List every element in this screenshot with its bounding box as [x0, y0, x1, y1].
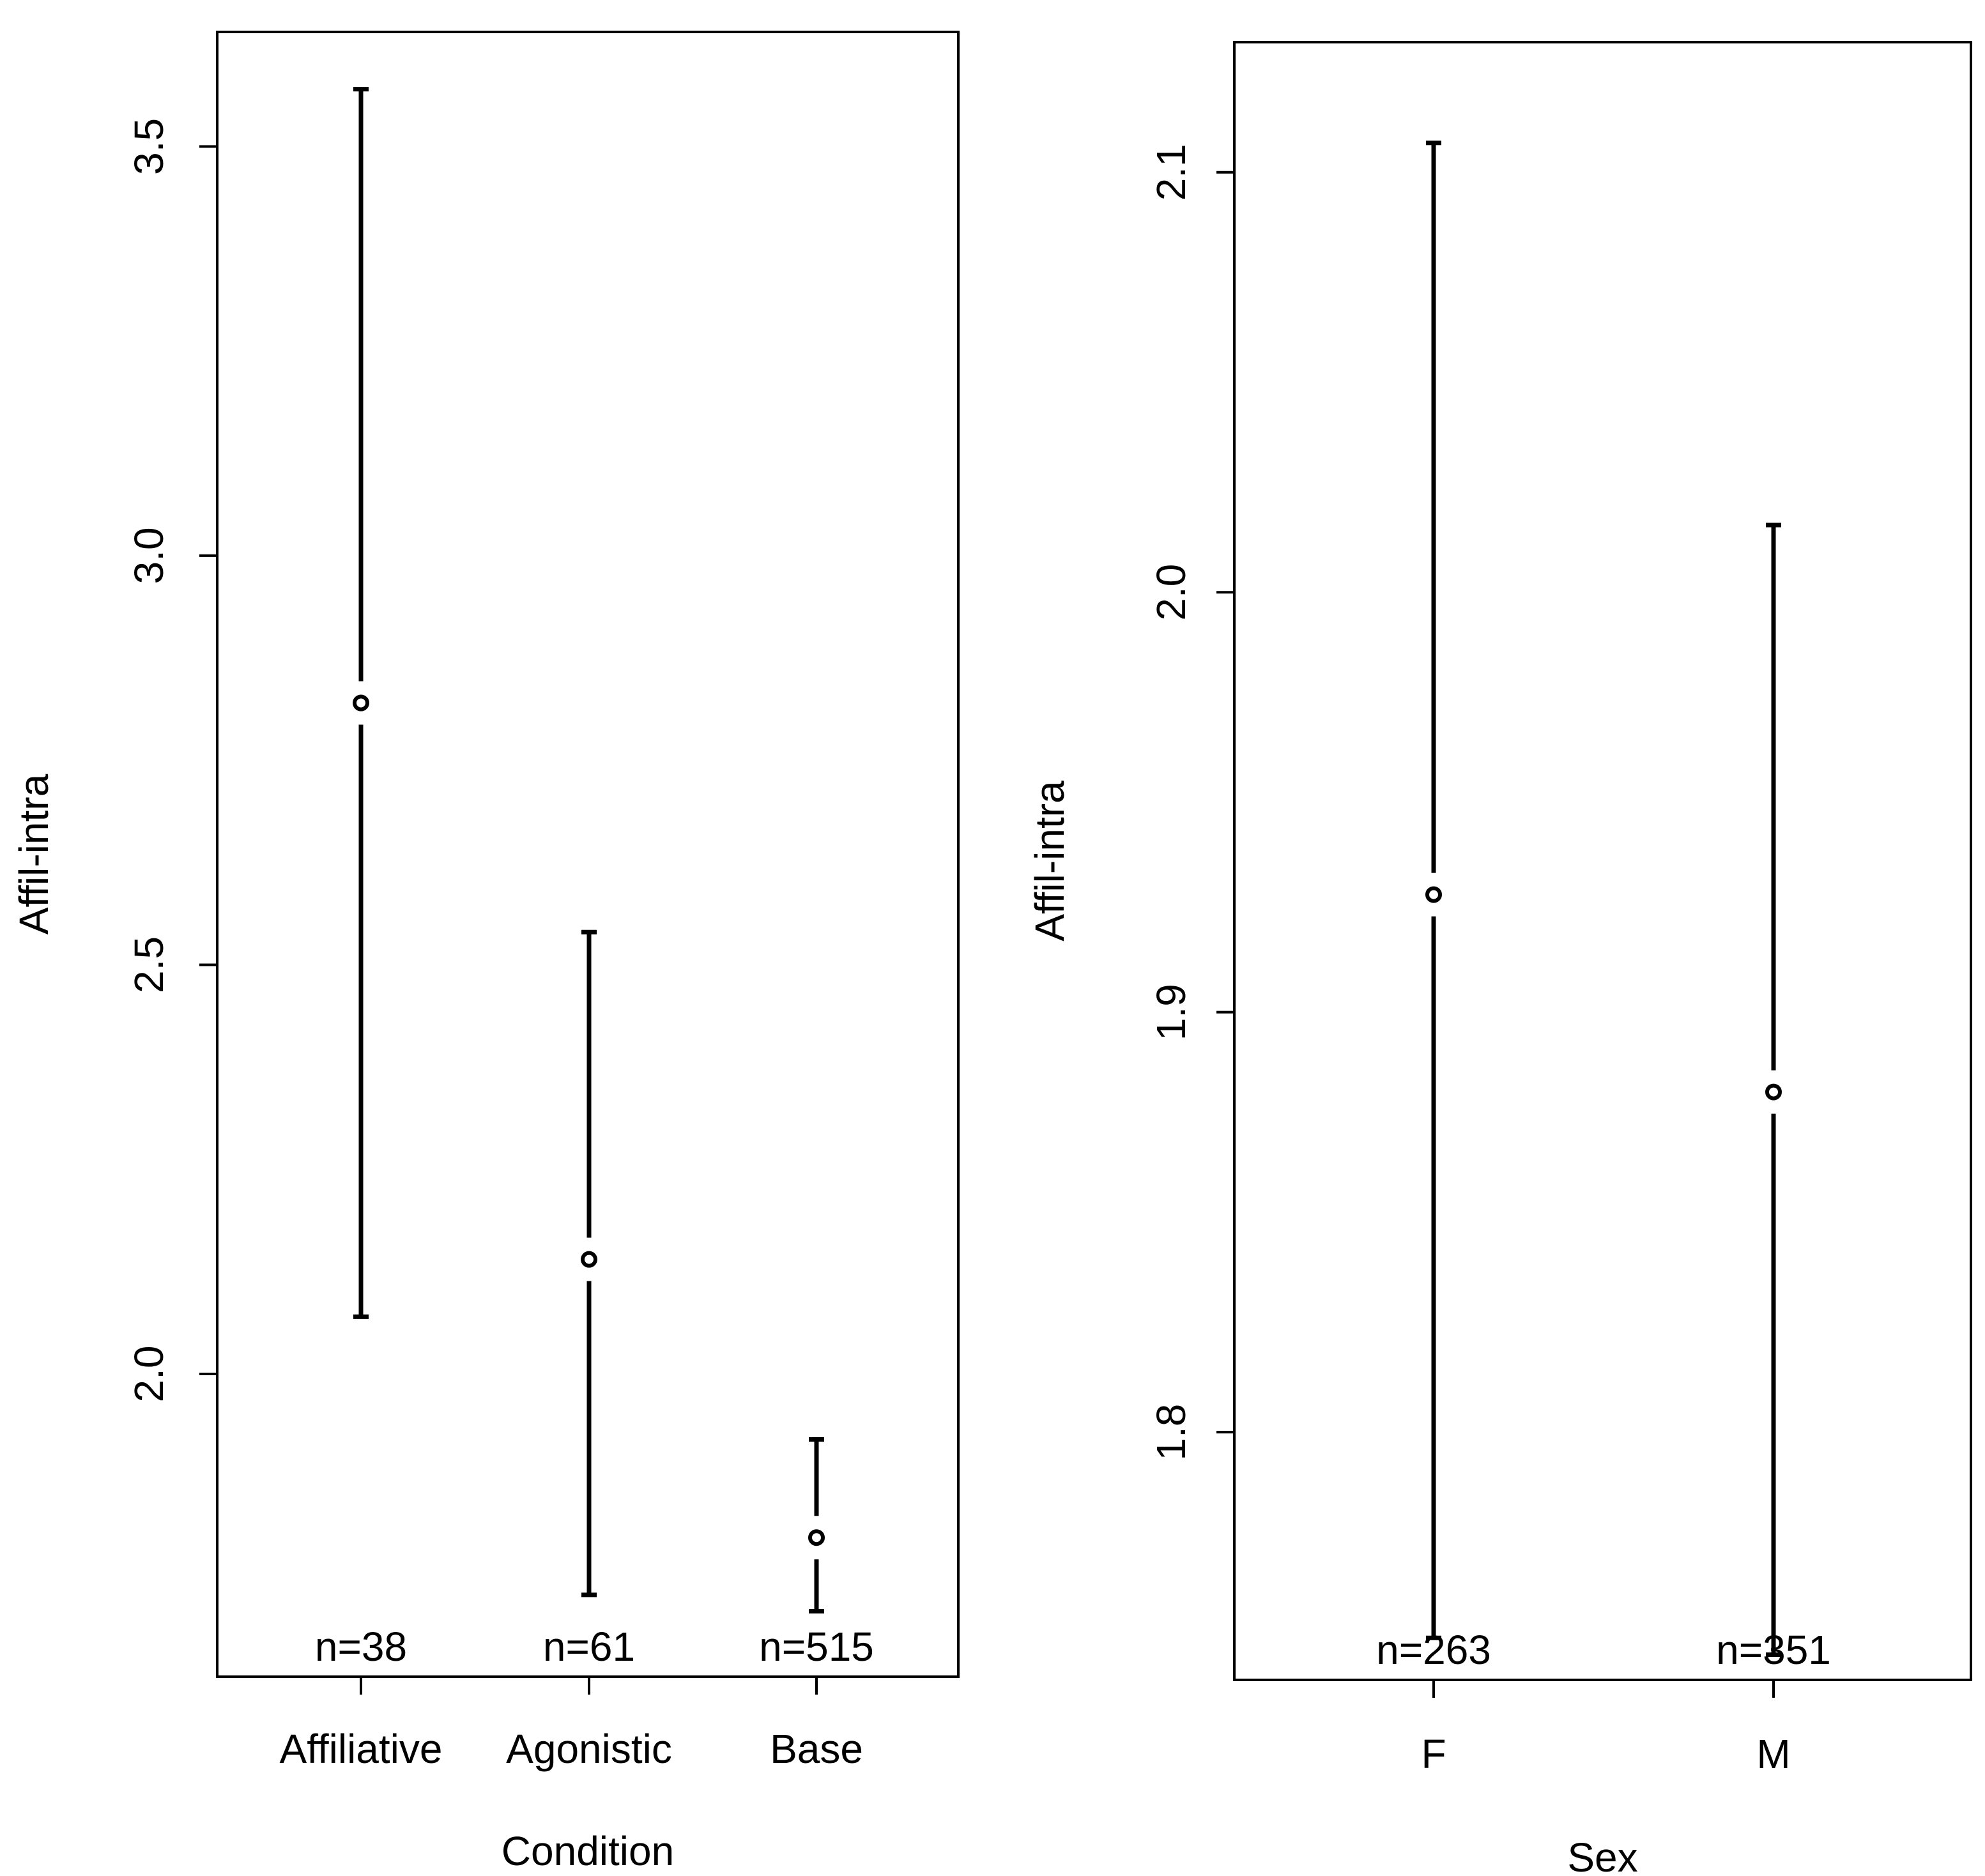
mean-point	[1425, 886, 1442, 903]
plot-frame	[1233, 41, 1972, 1681]
y-tick-label: 1.9	[1148, 984, 1194, 1041]
y-axis-title: Affil-intra	[11, 774, 57, 934]
y-tick-label: 3.0	[126, 527, 172, 584]
y-tick-label: 1.8	[1148, 1404, 1194, 1461]
x-axis-title: Sex	[1567, 1834, 1637, 1876]
mean-point	[808, 1529, 825, 1546]
y-axis-title: Affil-intra	[1027, 781, 1073, 942]
x-category-label: M	[1756, 1731, 1790, 1777]
sample-size-label: n=515	[759, 1624, 874, 1670]
y-tick-label: 2.0	[126, 1346, 172, 1403]
mean-point	[1765, 1083, 1782, 1101]
x-category-label: Affiliative	[280, 1726, 443, 1772]
mean-point	[353, 694, 369, 712]
y-tick-label: 2.5	[126, 936, 172, 993]
sample-size-label: n=38	[315, 1624, 407, 1670]
x-category-label: Agonistic	[506, 1726, 672, 1772]
y-tick-label: 2.0	[1148, 564, 1194, 621]
mean-point	[581, 1251, 597, 1268]
sample-size-label: n=61	[543, 1624, 635, 1670]
chart-panel-1: 2.0 2.5 3.0 3.5 Affiliative n=38 Agonistic n=61…	[11, 31, 960, 1874]
x-axis-title: Condition	[502, 1828, 674, 1874]
x-category-label: F	[1421, 1731, 1446, 1777]
x-category-label: Base	[770, 1726, 863, 1772]
y-tick-label: 3.5	[126, 118, 172, 175]
y-tick-label: 2.1	[1148, 144, 1194, 201]
